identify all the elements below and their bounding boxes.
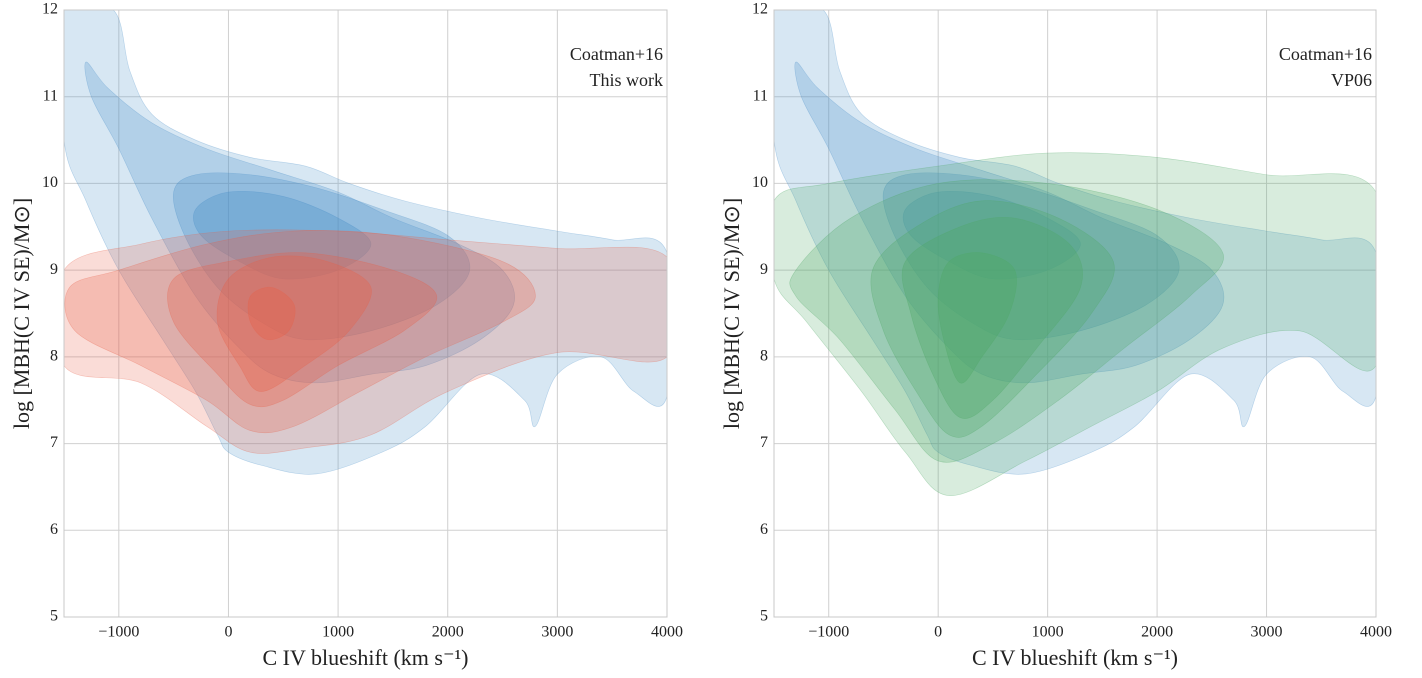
x-tick-label: 0	[224, 624, 232, 641]
contour-level	[901, 216, 1083, 419]
y-tick-label: 12	[752, 1, 768, 18]
contour-level	[193, 190, 372, 280]
y-tick-label: 10	[752, 174, 768, 191]
y-tick-label: 10	[42, 174, 58, 191]
y-tick-label: 11	[753, 87, 768, 104]
contour-level	[774, 10, 1376, 475]
contour-level	[64, 10, 667, 475]
y-tick-label: 12	[42, 1, 58, 18]
x-tick-label: 1000	[322, 624, 354, 641]
x-tick-label: 1000	[1032, 624, 1064, 641]
x-tick-label: −1000	[98, 624, 139, 641]
panel: −1000 0 1000 2000 3000 4000 5 6 7 8 9 10 11 12 C IV bl…	[719, 1, 1392, 670]
y-tick-label: 6	[50, 521, 58, 538]
y-axis-label: log [MBH(C IV SE)/M⊙]	[9, 198, 34, 429]
contour-level	[870, 200, 1115, 438]
y-tick-label: 8	[50, 348, 58, 365]
legend-entry: This work	[590, 70, 664, 90]
x-tick-label: 3000	[541, 624, 573, 641]
legend-entry: Coatman+16	[570, 44, 663, 64]
legend-entry: Coatman+16	[1279, 44, 1372, 64]
contour-level	[64, 230, 536, 434]
contour-level	[774, 152, 1376, 496]
y-tick-label: 9	[760, 261, 768, 278]
y-tick-label: 6	[760, 521, 768, 538]
contour-level	[216, 255, 372, 392]
contour-level	[937, 252, 1017, 384]
x-tick-label: 2000	[432, 624, 464, 641]
contour-level	[172, 172, 471, 341]
y-tick-label: 7	[760, 434, 768, 451]
panel: −1000 0 1000 2000 3000 4000 5 6 7 8 9 10 11 12 C IV bl…	[9, 1, 683, 670]
y-axis-label: log [MBH(C IV SE)/M⊙]	[719, 198, 744, 429]
y-tick-label: 11	[43, 87, 58, 104]
y-tick-label: 7	[50, 434, 58, 451]
plot-frame	[773, 9, 1377, 618]
x-axis-label: C IV blueshift (km s⁻¹)	[262, 645, 468, 670]
x-tick-label: 3000	[1251, 624, 1283, 641]
contour-level	[902, 190, 1081, 280]
x-tick-label: 4000	[1360, 624, 1392, 641]
contour-level	[247, 286, 296, 341]
contour-level	[84, 61, 515, 384]
x-tick-label: 2000	[1141, 624, 1173, 641]
y-tick-label: 9	[50, 261, 58, 278]
y-tick-label: 5	[50, 608, 58, 625]
x-tick-label: 4000	[651, 624, 683, 641]
contour-level	[789, 179, 1224, 463]
x-tick-label: 0	[934, 624, 942, 641]
legend-entry: VP06	[1331, 70, 1372, 90]
x-tick-label: −1000	[808, 624, 849, 641]
y-tick-label: 5	[760, 608, 768, 625]
y-tick-label: 8	[760, 348, 768, 365]
contour-level	[882, 172, 1180, 341]
plot-frame	[63, 9, 668, 618]
x-axis-label: C IV blueshift (km s⁻¹)	[972, 645, 1178, 670]
contour-level	[64, 229, 667, 454]
contour-level	[167, 252, 438, 408]
contour-level	[794, 61, 1225, 384]
